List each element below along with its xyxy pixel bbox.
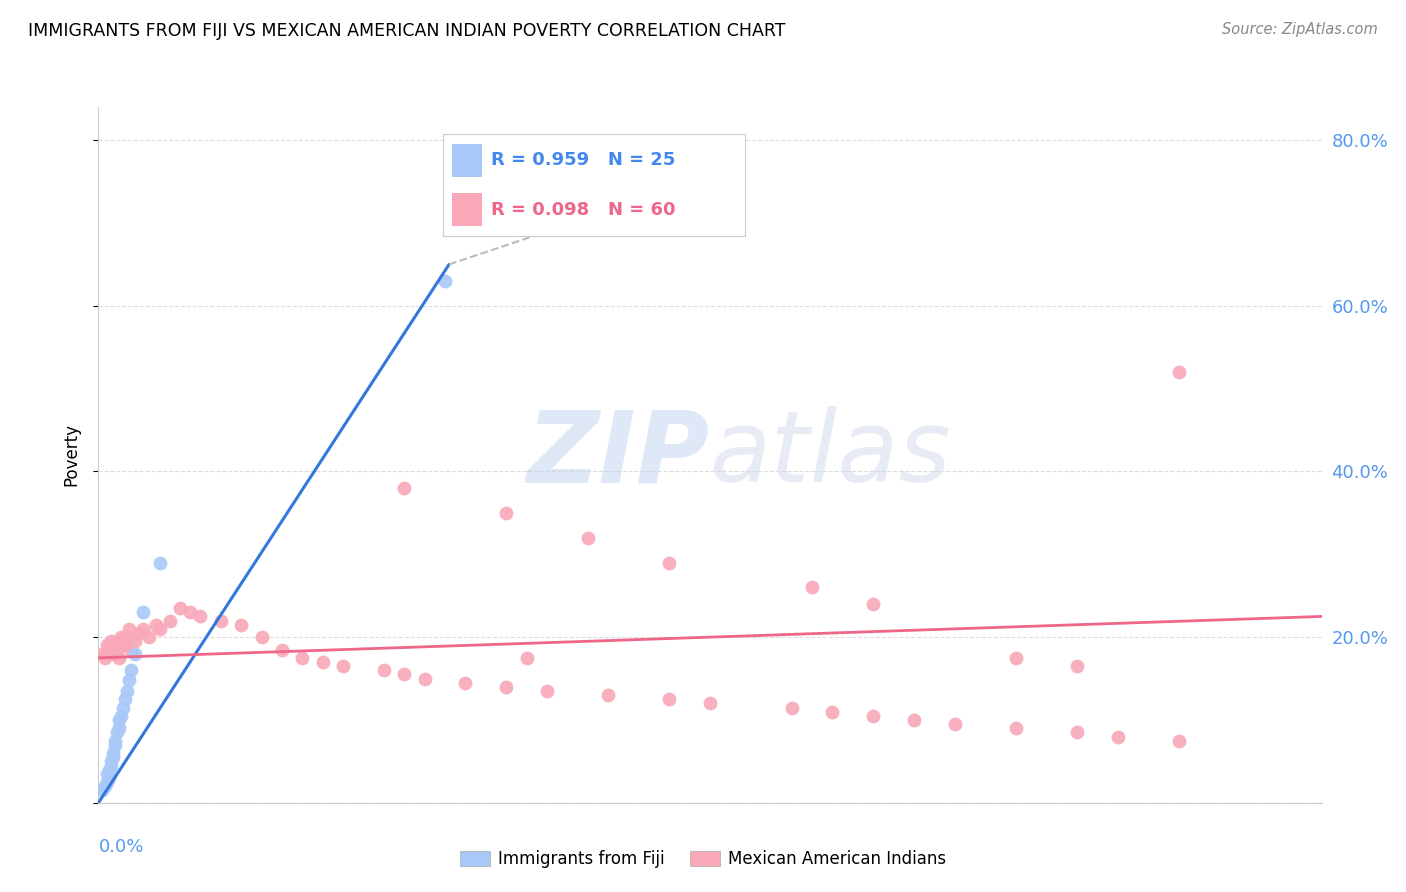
Point <box>658 692 681 706</box>
Point <box>1004 651 1026 665</box>
Point <box>291 651 314 665</box>
Point <box>93 651 115 665</box>
Point <box>169 601 191 615</box>
Point <box>1167 365 1189 379</box>
Point <box>434 274 457 288</box>
Point <box>598 688 620 702</box>
Point <box>100 634 122 648</box>
Point <box>413 672 436 686</box>
Point <box>179 605 201 619</box>
Point <box>576 531 599 545</box>
Point <box>111 700 134 714</box>
Point <box>1167 733 1189 747</box>
Point <box>132 605 155 619</box>
Point <box>149 622 172 636</box>
Point <box>96 639 118 653</box>
Point <box>903 713 925 727</box>
Point <box>108 721 131 735</box>
Point <box>780 700 803 714</box>
Point <box>495 506 517 520</box>
Point <box>93 779 115 793</box>
Point <box>862 597 884 611</box>
Point <box>312 655 335 669</box>
Point <box>209 614 232 628</box>
Point <box>231 617 253 632</box>
Point <box>108 651 131 665</box>
Point <box>132 622 155 636</box>
Point <box>115 684 138 698</box>
Point <box>110 630 132 644</box>
Point <box>188 609 212 624</box>
Point <box>1066 659 1088 673</box>
Point <box>124 634 146 648</box>
Point <box>120 642 142 657</box>
Point <box>392 667 416 681</box>
Point <box>104 738 127 752</box>
Point <box>138 630 160 644</box>
Point <box>97 763 120 777</box>
Point <box>250 630 273 644</box>
Point <box>97 642 120 657</box>
Point <box>536 684 558 698</box>
Point <box>1004 721 1026 735</box>
Point <box>100 758 122 772</box>
Y-axis label: Poverty: Poverty <box>62 424 80 486</box>
Point <box>91 647 114 661</box>
Point <box>97 771 120 785</box>
Point <box>516 651 538 665</box>
Point <box>1066 725 1088 739</box>
Point <box>111 634 134 648</box>
Point <box>128 626 150 640</box>
Point <box>100 755 122 769</box>
Point <box>821 705 844 719</box>
Point <box>1107 730 1129 744</box>
Point <box>110 708 132 723</box>
Text: IMMIGRANTS FROM FIJI VS MEXICAN AMERICAN INDIAN POVERTY CORRELATION CHART: IMMIGRANTS FROM FIJI VS MEXICAN AMERICAN… <box>28 22 786 40</box>
Point <box>108 713 131 727</box>
Text: R = 0.098   N = 60: R = 0.098 N = 60 <box>491 201 676 219</box>
Point <box>105 642 128 657</box>
Point <box>943 717 966 731</box>
Text: ZIP: ZIP <box>527 407 710 503</box>
Point <box>658 556 681 570</box>
Point <box>104 639 127 653</box>
Point <box>454 675 477 690</box>
Point <box>120 663 142 677</box>
Point <box>118 622 141 636</box>
Point <box>96 766 118 781</box>
Point <box>373 663 395 677</box>
Point <box>91 783 114 797</box>
Point <box>392 481 416 495</box>
Point <box>118 673 141 688</box>
Text: Source: ZipAtlas.com: Source: ZipAtlas.com <box>1222 22 1378 37</box>
Point <box>114 692 136 706</box>
Point <box>332 659 354 673</box>
Text: 0.0%: 0.0% <box>98 838 143 855</box>
Point <box>96 775 118 789</box>
Point <box>699 697 721 711</box>
Bar <box>451 194 482 226</box>
Point <box>149 556 172 570</box>
Point <box>124 647 146 661</box>
Point <box>145 617 167 632</box>
Point <box>105 725 128 739</box>
Bar <box>451 144 482 177</box>
Point <box>159 614 181 628</box>
Point <box>115 630 138 644</box>
Point <box>101 746 124 760</box>
Point <box>495 680 517 694</box>
Text: atlas: atlas <box>710 407 952 503</box>
Point <box>862 708 884 723</box>
Point <box>801 581 824 595</box>
Point <box>270 642 294 657</box>
Point <box>101 647 124 661</box>
Point <box>114 639 136 653</box>
Point <box>101 750 124 764</box>
Legend: Immigrants from Fiji, Mexican American Indians: Immigrants from Fiji, Mexican American I… <box>453 844 953 875</box>
Text: R = 0.959   N = 25: R = 0.959 N = 25 <box>491 152 676 169</box>
Point <box>104 733 127 747</box>
